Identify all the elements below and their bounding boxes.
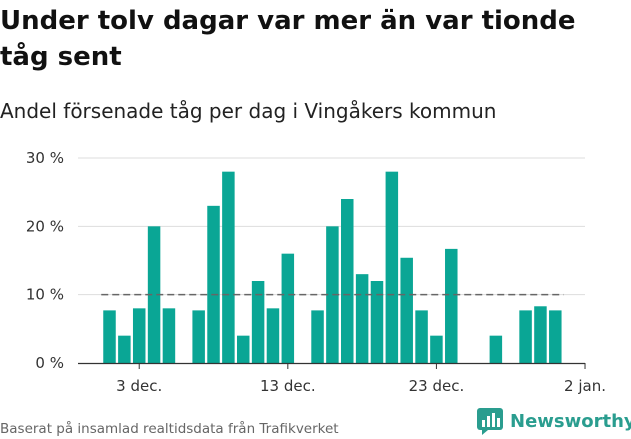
source-note: Baserat på insamlad realtidsdata från Tr… — [0, 421, 339, 437]
bar-chart: 0 % 10 % 20 % 30 % 3 dec. 13 dec. 23 dec. 2 ja… — [26, 149, 606, 395]
x-tick-label: 23 dec. — [409, 377, 465, 395]
bar — [415, 310, 428, 363]
bar — [489, 335, 503, 363]
bar — [281, 253, 295, 363]
bar — [118, 335, 131, 363]
bar — [132, 308, 146, 363]
bar — [103, 310, 116, 363]
bar — [192, 310, 205, 363]
brand-name: Newsworthy — [510, 410, 631, 432]
chart-subtitle: Andel försenade tåg per dag i Vingåkers … — [0, 99, 497, 123]
bar — [147, 226, 161, 363]
bar — [355, 274, 369, 363]
bar — [266, 308, 280, 363]
brand-logo[interactable]: Newsworthy — [476, 406, 631, 436]
bar — [162, 308, 176, 363]
bar — [311, 310, 324, 363]
bar — [385, 171, 399, 363]
y-tick-label: 0 % — [35, 354, 64, 372]
x-tick-label: 13 dec. — [260, 377, 316, 395]
bar — [341, 199, 354, 363]
x-tick-label: 2 jan. — [564, 377, 606, 395]
bar — [549, 310, 562, 363]
bar — [207, 205, 220, 363]
x-tick-label: 3 dec. — [116, 377, 162, 395]
bar — [400, 257, 413, 363]
bar — [370, 281, 384, 363]
bars — [103, 171, 562, 363]
bar — [534, 306, 547, 363]
bar — [236, 335, 250, 363]
x-axis-ticks: 3 dec. 13 dec. 23 dec. 2 jan. — [116, 363, 606, 395]
y-tick-label: 20 % — [26, 217, 64, 235]
y-axis-labels: 0 % 10 % 20 % 30 % — [26, 149, 64, 372]
bar — [445, 248, 458, 363]
newsworthy-logo-icon — [477, 408, 503, 435]
bar — [430, 335, 443, 363]
bar — [519, 310, 532, 363]
y-tick-label: 10 % — [26, 286, 64, 304]
y-tick-label: 30 % — [26, 149, 64, 167]
chart-title: Under tolv dagar var mer än var tionde t… — [0, 6, 576, 72]
bar — [251, 281, 265, 363]
bar — [222, 171, 235, 363]
